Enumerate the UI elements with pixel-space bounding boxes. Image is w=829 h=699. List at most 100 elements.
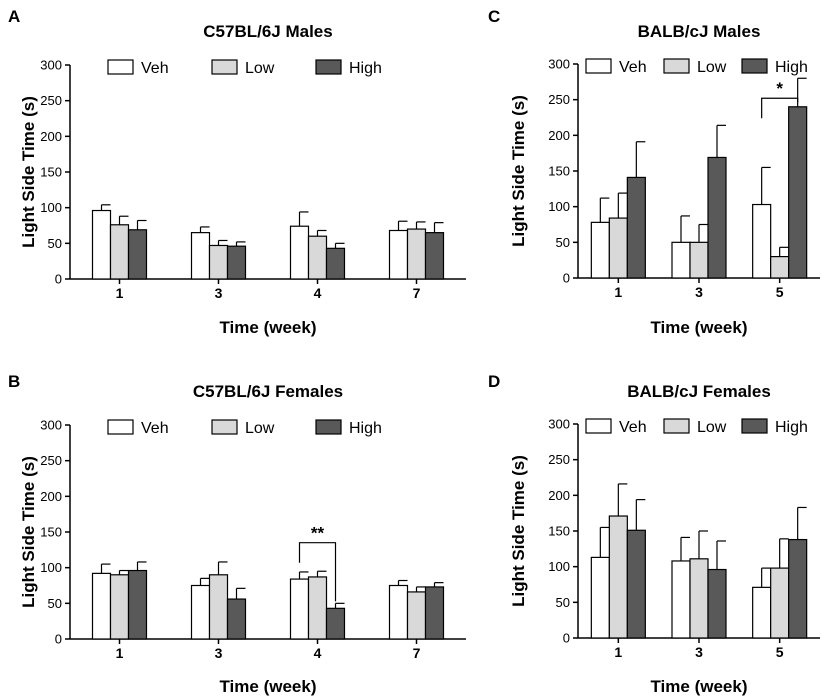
significance-label: ** (311, 524, 325, 543)
bar-high (788, 538, 808, 639)
bar-low (307, 576, 328, 640)
bar-low (689, 241, 709, 279)
x-tick-label: 1 (116, 645, 124, 661)
bar-high (626, 529, 646, 639)
legend-label: High (349, 60, 382, 77)
y-tick-label: 200 (40, 489, 62, 504)
legend-label: High (349, 420, 382, 437)
y-tick-label: 150 (548, 164, 570, 179)
chart-title: BALB/cJ Females (627, 382, 771, 401)
bar-high (325, 247, 346, 280)
y-tick-label: 200 (548, 488, 570, 503)
bar-low (608, 515, 628, 639)
bar-veh (91, 572, 112, 640)
bar-low (208, 244, 229, 280)
bar-high (707, 568, 727, 639)
x-tick-label: 7 (413, 645, 421, 661)
y-tick-label: 150 (40, 165, 62, 180)
legend-swatch-low (663, 418, 690, 434)
legend-swatch-high (315, 419, 342, 435)
legend-label: Veh (141, 420, 169, 437)
significance-bracket (761, 97, 799, 119)
y-tick-label: 50 (48, 596, 62, 611)
panel-letter: B (8, 372, 20, 391)
y-tick-label: 100 (40, 560, 62, 575)
chart-title: C57BL/6J Males (203, 22, 332, 41)
x-tick-label: 7 (413, 285, 421, 301)
bar-veh (190, 584, 211, 640)
chart-title: BALB/cJ Males (638, 22, 761, 41)
bar-veh (388, 229, 409, 280)
bar-low (109, 574, 130, 640)
x-axis-title: Time (week) (219, 677, 316, 696)
x-tick-label: 3 (215, 285, 223, 301)
y-tick-label: 150 (548, 524, 570, 539)
bar-veh (388, 584, 409, 640)
bar-low (307, 235, 328, 280)
legend-swatch-low (663, 58, 690, 74)
bar-low (208, 574, 229, 640)
chart-panel-d: D BALB/cJ Females 0 50 100 150 200 250 300 1 3 5 Tim… (488, 372, 820, 696)
y-axis-title: Light Side Time (s) (509, 95, 528, 247)
bar-low (770, 256, 790, 279)
bar-high (127, 229, 148, 280)
y-axis-title: Light Side Time (s) (19, 96, 38, 248)
panel-letter: D (488, 372, 500, 391)
x-tick-label: 1 (614, 644, 622, 660)
bar-low (689, 558, 709, 639)
legend-label: High (775, 59, 808, 76)
x-tick-label: 3 (695, 284, 703, 300)
y-tick-label: 0 (55, 272, 62, 287)
legend-swatch-veh (585, 418, 612, 434)
x-axis-title: Time (week) (650, 318, 747, 337)
bar-low (406, 591, 427, 640)
y-tick-label: 100 (548, 559, 570, 574)
x-tick-label: 5 (776, 284, 784, 300)
x-tick-label: 4 (314, 645, 322, 661)
bar-high (226, 245, 247, 280)
y-tick-label: 50 (48, 236, 62, 251)
bar-high (707, 156, 727, 279)
x-tick-label: 4 (314, 285, 322, 301)
y-tick-label: 300 (548, 417, 570, 432)
bar-high (424, 232, 445, 280)
legend-swatch-veh (107, 59, 134, 75)
x-tick-label: 5 (776, 644, 784, 660)
y-tick-label: 0 (563, 271, 570, 286)
bar-veh (91, 209, 112, 280)
legend-label: Low (245, 60, 275, 77)
y-tick-label: 250 (548, 452, 570, 467)
legend-swatch-high (741, 58, 768, 74)
significance-bracket (298, 542, 337, 602)
chart-panel-b: B C57BL/6J Females 0 50 100 150 200 250 300 1 3 4 7 T… (8, 372, 466, 696)
legend-swatch-high (741, 418, 768, 434)
legend-swatch-high (315, 59, 342, 75)
y-tick-label: 0 (55, 632, 62, 647)
legend-label: Veh (619, 419, 647, 436)
x-tick-label: 3 (695, 644, 703, 660)
y-tick-label: 250 (548, 92, 570, 107)
y-tick-label: 100 (548, 199, 570, 214)
bar-veh (289, 225, 310, 280)
bar-low (406, 228, 427, 280)
chart-title: C57BL/6J Females (193, 382, 343, 401)
bar-veh (752, 203, 772, 279)
y-tick-label: 300 (40, 418, 62, 433)
significance-label: * (776, 79, 783, 98)
x-tick-label: 1 (116, 285, 124, 301)
legend-label: Low (697, 59, 727, 76)
x-tick-label: 1 (614, 284, 622, 300)
bar-high (626, 176, 646, 279)
y-tick-label: 50 (556, 235, 570, 250)
x-axis-title: Time (week) (650, 677, 747, 696)
y-tick-label: 0 (563, 631, 570, 646)
legend-label: Veh (141, 60, 169, 77)
bar-high (424, 586, 445, 640)
bar-high (127, 569, 148, 640)
y-tick-label: 200 (40, 129, 62, 144)
y-tick-label: 100 (40, 200, 62, 215)
chart-panel-a: A C57BL/6J Males 0 50 100 150 200 250 300 1 3 4 7 Tim… (8, 7, 466, 337)
bar-veh (671, 560, 691, 639)
legend-swatch-low (211, 59, 238, 75)
legend-swatch-veh (585, 58, 612, 74)
